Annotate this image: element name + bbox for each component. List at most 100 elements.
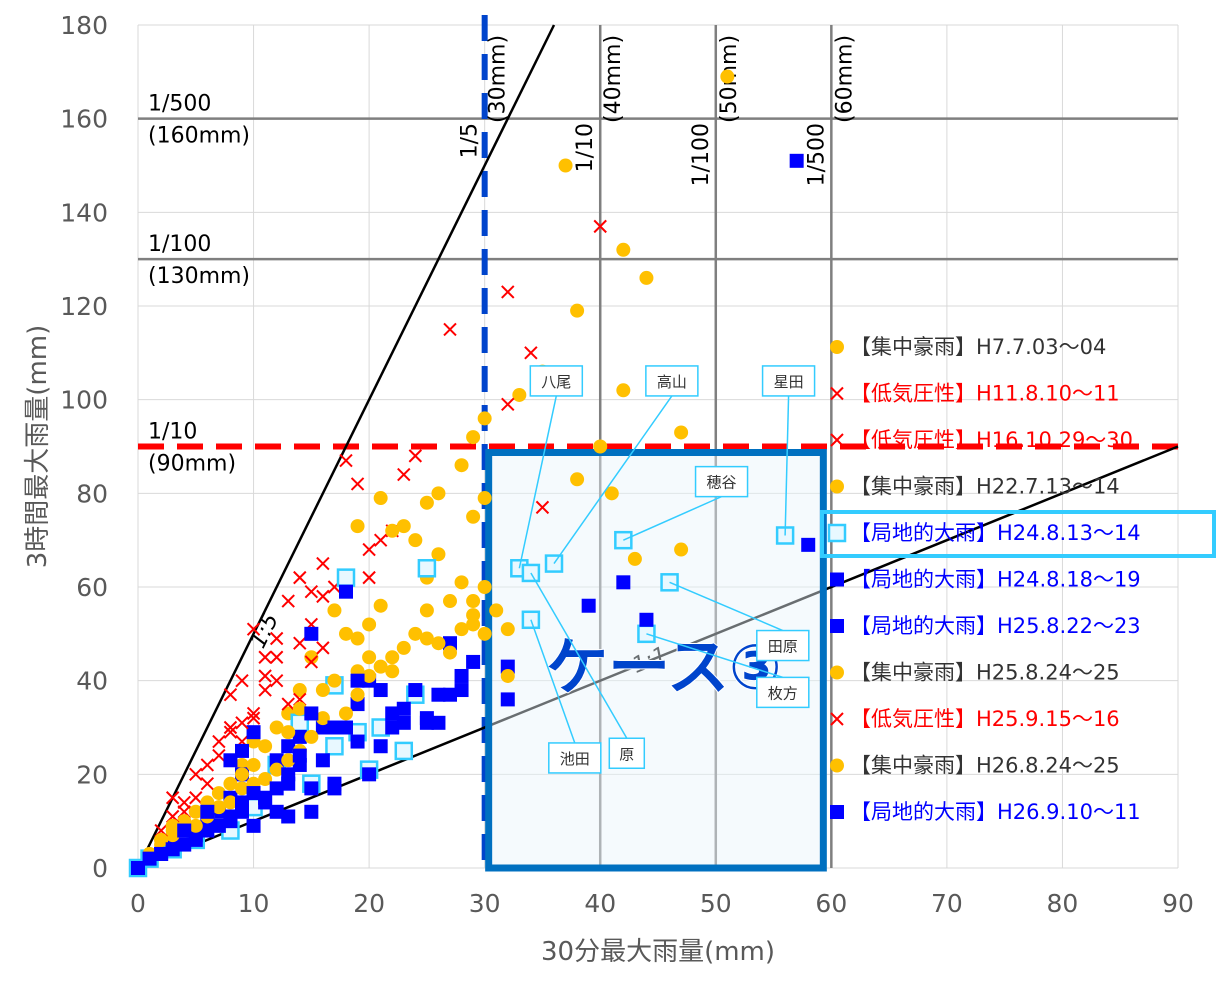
data-point: [327, 720, 342, 735]
data-point: [477, 411, 492, 426]
data-point: [350, 631, 365, 646]
data-point: [362, 542, 376, 557]
y-tick-label: 40: [76, 667, 108, 696]
return-label-30min: 1/100: [689, 123, 714, 186]
data-point: [211, 818, 226, 833]
legend-marker: [830, 340, 844, 354]
data-point: [466, 608, 481, 623]
legend-marker: [827, 523, 847, 543]
data-point: [362, 650, 377, 665]
legend-entry: 【低気圧性】H25.9.15～16: [850, 707, 1120, 731]
data-point: [304, 706, 319, 721]
data-point: [350, 734, 365, 749]
legend-marker: [830, 758, 844, 773]
data-point: [443, 322, 457, 337]
data-point: [431, 547, 446, 562]
data-point: [362, 570, 376, 585]
x-tick-label: 90: [1162, 889, 1194, 918]
return-value-30min: (40mm): [601, 35, 626, 123]
data-point: [362, 767, 377, 782]
site-label-box: [761, 365, 816, 397]
data-point: [292, 683, 307, 698]
data-point: [154, 832, 169, 847]
return-value-30min: (30mm): [486, 35, 511, 123]
legend-entry: 【局地的大雨】H24.8.18～19: [850, 568, 1141, 592]
data-point: [304, 729, 319, 744]
site-label-box: [756, 629, 810, 662]
data-point: [235, 673, 249, 688]
site-leader-line: [530, 619, 576, 744]
data-point: [292, 729, 307, 744]
y-tick-label: 60: [76, 573, 108, 602]
data-point: [570, 303, 585, 318]
data-point: [258, 795, 273, 810]
data-point: [304, 655, 319, 669]
legend-marker: [830, 572, 844, 587]
site-label-text: 穂谷: [707, 474, 737, 492]
data-point: [327, 603, 342, 618]
data-point: [336, 568, 356, 587]
data-point: [454, 458, 469, 473]
data-point: [188, 832, 203, 847]
site-label-box: [548, 742, 602, 774]
data-point: [443, 687, 457, 702]
site-leader-line: [669, 581, 784, 632]
data-point: [142, 851, 157, 866]
data-point: [454, 622, 469, 637]
data-point: [339, 706, 353, 721]
data-point: [500, 622, 515, 637]
data-point: [362, 617, 377, 632]
x-tick-label: 80: [1047, 889, 1079, 918]
site-label-box: [529, 365, 584, 397]
data-point: [720, 69, 735, 84]
data-point: [177, 837, 192, 852]
data-point: [339, 453, 353, 468]
data-point: [466, 594, 481, 609]
data-point: [350, 477, 365, 491]
data-point: [223, 720, 238, 735]
data-point: [500, 692, 515, 707]
data-point: [408, 626, 423, 641]
data-point: [281, 594, 295, 608]
return-value-3h: (160mm): [148, 124, 250, 149]
data-point: [801, 537, 816, 552]
data-point: [593, 219, 607, 234]
site-leader-line: [623, 495, 722, 541]
x-tick-label: 60: [815, 889, 847, 918]
data-point: [627, 551, 642, 566]
data-point: [373, 739, 388, 754]
data-point: [315, 753, 330, 768]
data-point: [396, 519, 411, 534]
data-point: [396, 715, 411, 730]
data-point: [558, 158, 573, 173]
data-point: [281, 725, 296, 740]
data-point: [223, 795, 238, 810]
return-label-30min: 1/500: [804, 123, 829, 186]
data-point: [269, 762, 284, 777]
data-point: [535, 500, 550, 515]
data-point: [339, 720, 353, 735]
y-tick-label: 160: [60, 105, 108, 134]
data-point: [292, 748, 307, 763]
site-label-text: 高山: [657, 373, 687, 391]
data-point: [394, 741, 414, 761]
data-point: [373, 533, 388, 547]
data-point: [281, 739, 296, 754]
data-point: [385, 664, 400, 679]
data-point: [246, 622, 261, 636]
data-point: [454, 683, 469, 698]
y-tick-label: 140: [60, 198, 108, 227]
data-point: [235, 795, 249, 810]
site-label-text: 原: [619, 745, 634, 763]
data-point: [489, 603, 504, 618]
data-point: [246, 757, 261, 772]
data-point: [281, 767, 296, 782]
data-point: [477, 580, 492, 594]
data-point: [431, 715, 446, 730]
data-point: [304, 781, 319, 796]
site-leader-line: [518, 395, 558, 569]
data-point: [223, 725, 238, 739]
data-point: [235, 781, 249, 796]
x-tick-label: 50: [700, 889, 732, 918]
data-point: [258, 772, 273, 787]
